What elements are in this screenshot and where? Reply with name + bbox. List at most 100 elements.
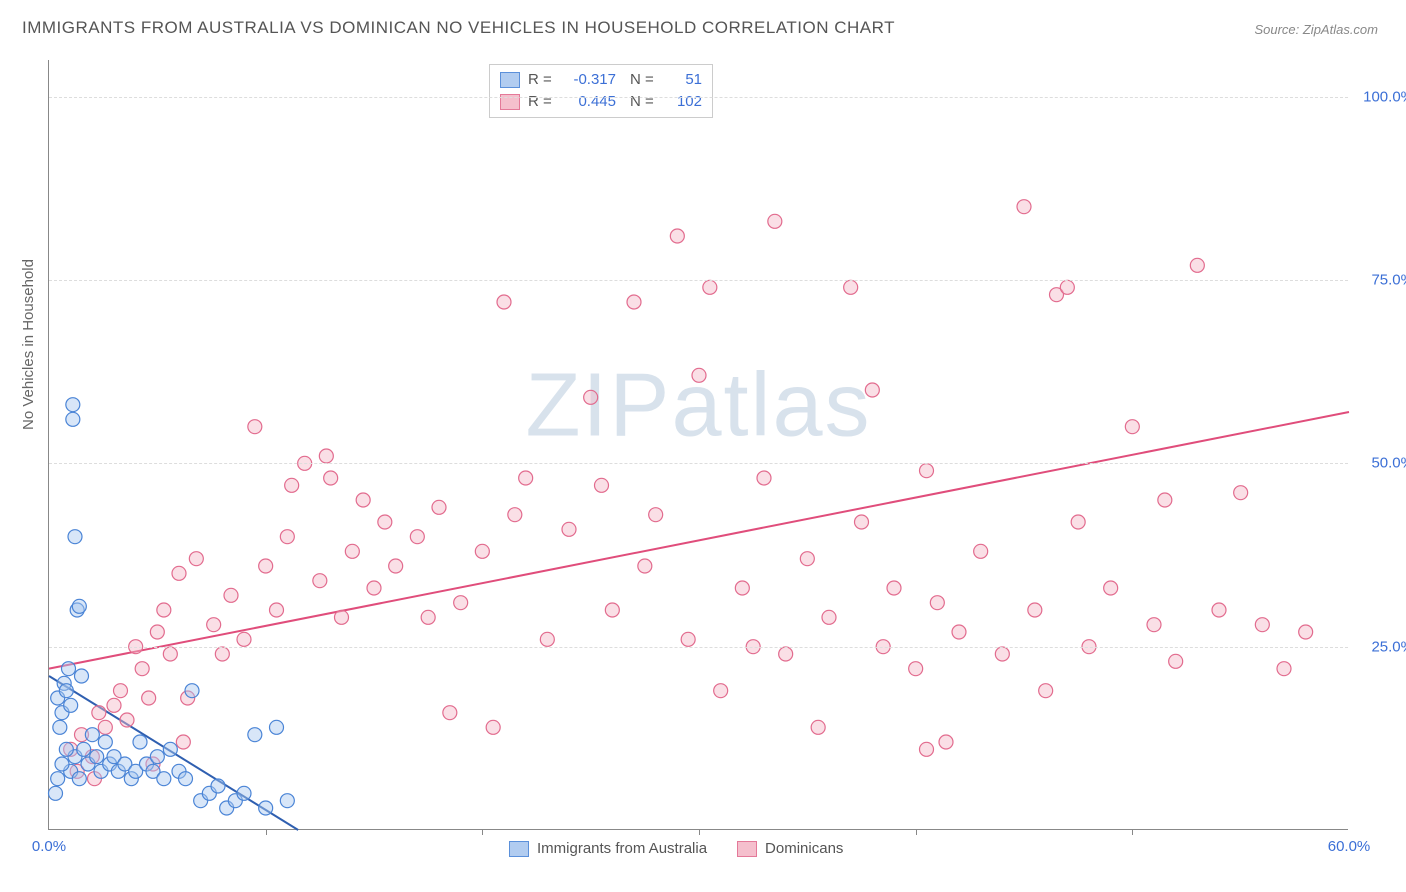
data-point — [1125, 420, 1139, 434]
data-point — [811, 720, 825, 734]
gridline-h — [49, 280, 1348, 281]
gridline-h — [49, 463, 1348, 464]
gridline-h — [49, 647, 1348, 648]
data-point — [66, 412, 80, 426]
data-point — [1299, 625, 1313, 639]
data-point — [822, 610, 836, 624]
legend-item-label: Dominicans — [765, 840, 843, 857]
gridline-h — [49, 97, 1348, 98]
data-point — [584, 390, 598, 404]
source-link[interactable]: ZipAtlas.com — [1303, 22, 1378, 37]
x-tick-mark — [916, 829, 917, 835]
legend-item: Immigrants from Australia — [509, 840, 707, 857]
data-point — [757, 471, 771, 485]
data-point — [179, 772, 193, 786]
data-point — [270, 720, 284, 734]
data-point — [68, 530, 82, 544]
data-point — [211, 779, 225, 793]
legend-n-label: N = — [630, 91, 654, 113]
data-point — [1255, 618, 1269, 632]
data-point — [1190, 258, 1204, 272]
data-point — [215, 647, 229, 661]
data-point — [150, 750, 164, 764]
data-point — [356, 493, 370, 507]
legend-n-label: N = — [630, 69, 654, 91]
data-point — [638, 559, 652, 573]
data-point — [120, 713, 134, 727]
legend-series: Immigrants from Australia Dominicans — [509, 840, 843, 857]
data-point — [237, 632, 251, 646]
y-tick-label: 25.0% — [1371, 638, 1406, 655]
data-point — [508, 508, 522, 522]
data-point — [909, 662, 923, 676]
legend-n-value: 51 — [662, 69, 702, 91]
x-tick-label: 0.0% — [32, 838, 66, 855]
data-point — [280, 530, 294, 544]
x-tick-mark — [1132, 829, 1133, 835]
data-point — [389, 559, 403, 573]
source-prefix: Source: — [1254, 22, 1302, 37]
data-point — [172, 566, 186, 580]
data-point — [920, 742, 934, 756]
data-point — [844, 280, 858, 294]
data-point — [779, 647, 793, 661]
source-attribution: Source: ZipAtlas.com — [1254, 22, 1378, 37]
data-point — [920, 464, 934, 478]
data-point — [930, 596, 944, 610]
data-point — [49, 786, 63, 800]
data-point — [475, 544, 489, 558]
data-point — [367, 581, 381, 595]
data-point — [410, 530, 424, 544]
data-point — [75, 669, 89, 683]
data-point — [714, 684, 728, 698]
data-point — [77, 742, 91, 756]
legend-swatch — [500, 72, 520, 88]
data-point — [627, 295, 641, 309]
data-point — [855, 515, 869, 529]
data-point — [324, 471, 338, 485]
legend-swatch — [509, 841, 529, 857]
legend-stat-row: R =-0.317N =51 — [500, 69, 702, 91]
data-point — [157, 603, 171, 617]
data-point — [285, 478, 299, 492]
data-point — [114, 684, 128, 698]
data-point — [90, 750, 104, 764]
data-point — [939, 735, 953, 749]
data-point — [1147, 618, 1161, 632]
data-point — [150, 625, 164, 639]
data-point — [432, 500, 446, 514]
data-point — [378, 515, 392, 529]
data-point — [135, 662, 149, 676]
data-point — [85, 728, 99, 742]
data-point — [735, 581, 749, 595]
legend-item-label: Immigrants from Australia — [537, 840, 707, 857]
x-tick-mark — [699, 829, 700, 835]
data-point — [98, 720, 112, 734]
legend-stats-box: R =-0.317N =51R =0.445N =102 — [489, 64, 713, 118]
data-point — [1158, 493, 1172, 507]
chart-title: IMMIGRANTS FROM AUSTRALIA VS DOMINICAN N… — [22, 18, 895, 38]
data-point — [1212, 603, 1226, 617]
data-point — [64, 698, 78, 712]
y-tick-label: 100.0% — [1363, 88, 1406, 105]
legend-swatch — [737, 841, 757, 857]
data-point — [185, 684, 199, 698]
data-point — [98, 735, 112, 749]
data-point — [681, 632, 695, 646]
data-point — [1039, 684, 1053, 698]
y-axis-label: No Vehicles in Household — [20, 259, 37, 430]
data-point — [259, 801, 273, 815]
data-point — [443, 706, 457, 720]
data-point — [497, 295, 511, 309]
data-point — [454, 596, 468, 610]
y-tick-label: 50.0% — [1371, 455, 1406, 472]
data-point — [176, 735, 190, 749]
data-point — [62, 662, 76, 676]
data-point — [1028, 603, 1042, 617]
legend-r-label: R = — [528, 69, 552, 91]
data-point — [224, 588, 238, 602]
chart-plot-area: ZIPatlas R =-0.317N =51R =0.445N =102 Im… — [48, 60, 1348, 830]
x-tick-mark — [266, 829, 267, 835]
data-point — [280, 794, 294, 808]
data-point — [562, 522, 576, 536]
